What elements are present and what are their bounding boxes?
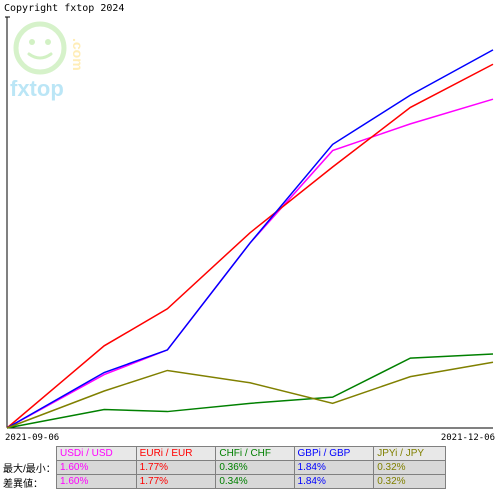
table-header-cell: CHFi / CHF [216,447,294,461]
line-chart [5,15,495,430]
table-cell: 0.32% [374,461,446,475]
copyright-text: Copyright fxtop 2024 [4,3,124,14]
table-cell: 1.60% [57,461,137,475]
row-label-maxmin: 最大/最小： [3,460,56,475]
table-cell: 0.32% [374,475,446,489]
table-cell: 0.34% [216,475,294,489]
table-header-cell: USDi / USD [57,447,137,461]
table-cell: 1.77% [136,475,216,489]
row-label-diff: 差異値： [3,475,43,490]
table-row: 1.60%1.77%0.34%1.84%0.32% [57,475,446,489]
table-row: 1.60%1.77%0.36%1.84%0.32% [57,461,446,475]
table-cell: 1.84% [294,461,374,475]
table-header-row: USDi / USDEURi / EURCHFi / CHFGBPi / GBP… [57,447,446,461]
table-cell: 1.77% [136,461,216,475]
date-start: 2021-09-06 [5,433,59,443]
data-table: USDi / USDEURi / EURCHFi / CHFGBPi / GBP… [56,446,446,489]
table-header-cell: EURi / EUR [136,447,216,461]
table-header-cell: JPYi / JPY [374,447,446,461]
table-cell: 0.36% [216,461,294,475]
table-cell: 1.84% [294,475,374,489]
date-end: 2021-12-06 [441,433,495,443]
table-cell: 1.60% [57,475,137,489]
table-header-cell: GBPi / GBP [294,447,374,461]
